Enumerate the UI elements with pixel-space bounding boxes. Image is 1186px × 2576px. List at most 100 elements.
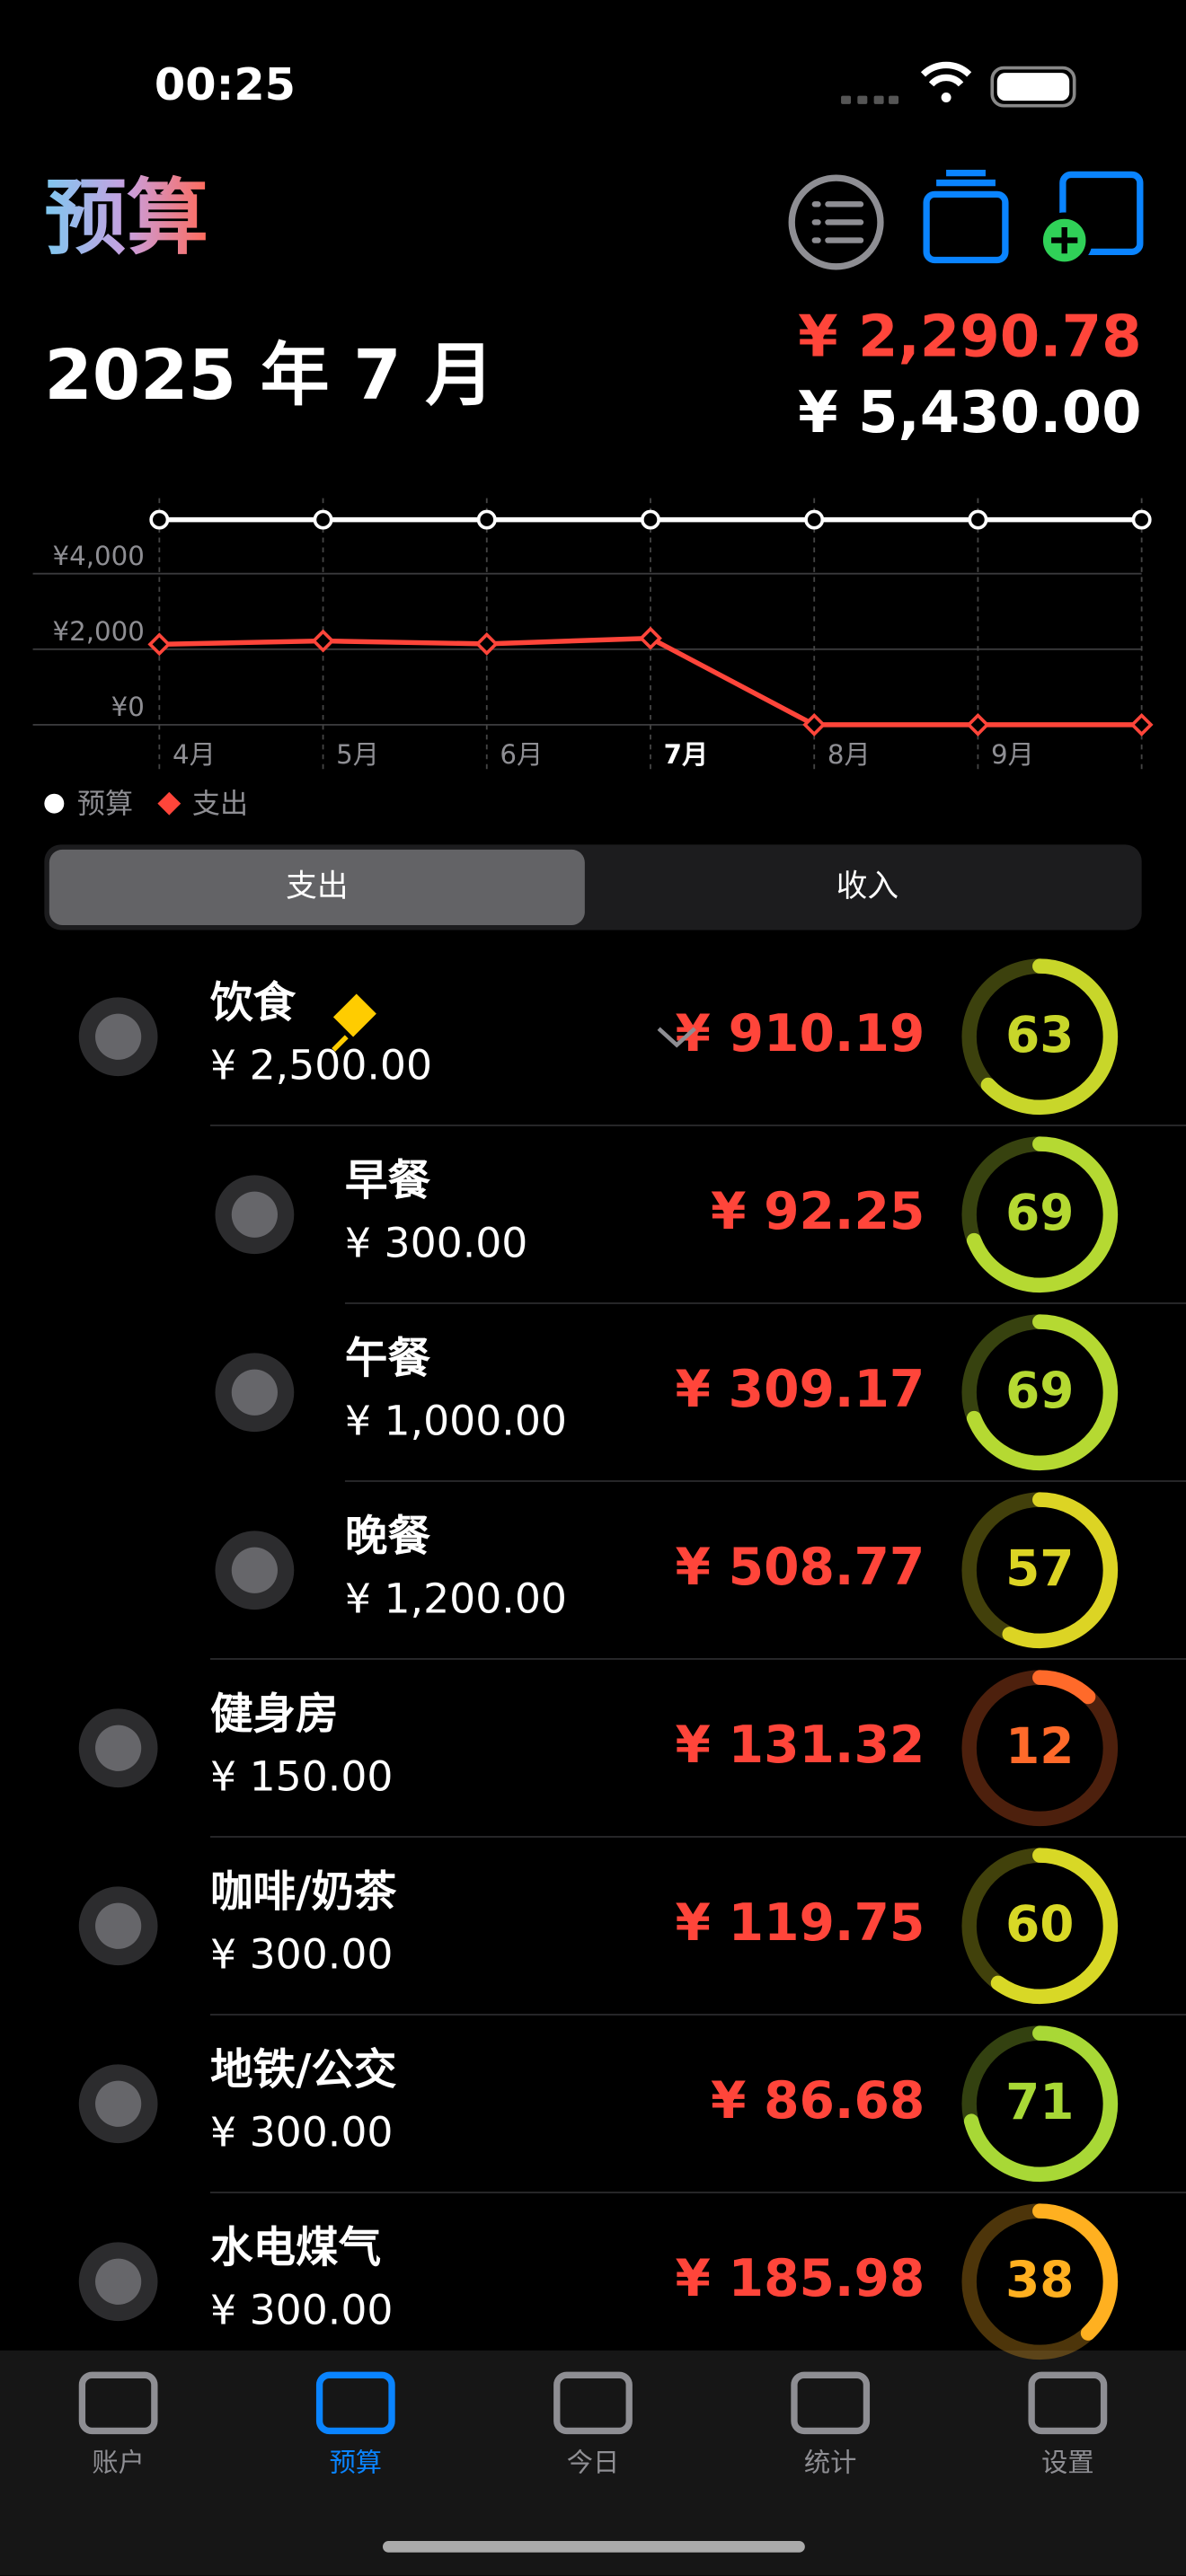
ring-progress: [961, 958, 1119, 1116]
pin-icon: [332, 993, 376, 1052]
month: 2025 年 7 月: [44, 336, 494, 416]
category-budget: ¥ 300.00: [210, 1931, 393, 1979]
tab-icon[interactable]: [315, 2371, 395, 2435]
list-button[interactable]: [788, 174, 884, 270]
point: [149, 509, 170, 530]
category-budget: ¥ 300.00: [345, 1220, 527, 1267]
segment-label[interactable]: 收入: [836, 869, 898, 904]
category-icon: [95, 2080, 142, 2127]
expand-chevron[interactable]: [657, 1027, 696, 1048]
point: [147, 632, 172, 657]
y-tick-label: ¥4,000: [53, 541, 145, 571]
point: [1131, 509, 1152, 530]
signal: [841, 95, 899, 104]
wifi: [941, 93, 951, 102]
legend-label: 预算: [77, 788, 133, 820]
cards-button[interactable]: [923, 169, 1009, 264]
tab-label[interactable]: 今日: [567, 2448, 620, 2478]
category-icon: [95, 1725, 142, 1771]
tab-label[interactable]: 设置: [1041, 2448, 1094, 2478]
tab-bar: [0, 2350, 1186, 2576]
point: [639, 626, 662, 650]
title: 预算: [44, 170, 208, 266]
category-budget: ¥ 1,200.00: [345, 1575, 567, 1623]
category-spent: ¥ 131.32: [676, 1716, 925, 1775]
battery: [996, 73, 1070, 101]
y-tick-label: ¥2,000: [53, 616, 145, 647]
category-name: 午餐: [345, 1335, 431, 1384]
ring-progress: [961, 1670, 1119, 1827]
ring-label: 71: [1005, 2073, 1074, 2130]
battery: [990, 66, 1076, 108]
tab-icon[interactable]: [553, 2371, 633, 2435]
x-tick-label: 6月: [500, 739, 543, 770]
point: [802, 712, 827, 737]
category-spent: ¥ 185.98: [676, 2249, 925, 2308]
tab-icon[interactable]: [791, 2371, 871, 2435]
category-name: 健身房: [210, 1690, 339, 1740]
point: [966, 712, 990, 737]
x-tick-label: 8月: [828, 739, 871, 770]
category-name: 水电煤气: [210, 2224, 381, 2273]
category-spent: ¥ 86.68: [711, 2071, 925, 2130]
category-budget: ¥ 300.00: [210, 2109, 393, 2157]
category-spent: ¥ 508.77: [676, 1538, 925, 1597]
legend-label: 支出: [192, 788, 248, 820]
category-budget: ¥ 1,000.00: [345, 1398, 567, 1445]
ring-label: 69: [1005, 1362, 1074, 1419]
ring-label: 38: [1005, 2251, 1074, 2308]
category-icon: [231, 1547, 278, 1593]
tab-icon[interactable]: [78, 2371, 158, 2435]
tab-icon[interactable]: [1028, 2371, 1108, 2435]
total-spent: ¥ 2,290.78: [798, 304, 1141, 371]
add-icon: [1051, 226, 1078, 254]
status-time: 00:25: [155, 58, 296, 110]
point: [476, 509, 497, 530]
category-spent: ¥ 910.19: [676, 1004, 925, 1063]
ring-label: 12: [1005, 1717, 1074, 1775]
y-tick-label: ¥0: [111, 692, 145, 722]
x-tick-label: 4月: [173, 739, 216, 770]
category-name: 早餐: [345, 1157, 431, 1206]
ring-label: 57: [1005, 1539, 1074, 1597]
tab-label[interactable]: 统计: [804, 2448, 857, 2478]
category-spent: ¥ 119.75: [676, 1893, 925, 1953]
home-indicator: [382, 2540, 805, 2553]
ring-progress: [961, 2025, 1119, 2183]
ring-progress: [961, 1136, 1119, 1293]
category-name: 晚餐: [345, 1513, 431, 1562]
segment-selected[interactable]: [49, 849, 585, 925]
ring-progress: [961, 1314, 1119, 1471]
category-icon: [231, 1191, 278, 1238]
point: [474, 631, 499, 656]
wifi: [920, 61, 972, 87]
legend-marker: [157, 791, 181, 816]
point: [641, 509, 660, 530]
total-budget: ¥ 5,430.00: [798, 380, 1141, 446]
ring-label: 60: [1005, 1895, 1074, 1953]
category-spent: ¥ 92.25: [711, 1182, 925, 1241]
x-tick-label: 9月: [991, 739, 1034, 770]
category-icon: [231, 1369, 278, 1416]
point: [311, 629, 335, 653]
ring-progress: [961, 1492, 1119, 1649]
ring-progress: [961, 2203, 1119, 2360]
category-budget: ¥ 300.00: [210, 2287, 393, 2334]
category-budget: ¥ 150.00: [210, 1753, 393, 1801]
category-name: 咖啡/奶茶: [210, 1868, 397, 1918]
point: [968, 509, 988, 530]
tab-label[interactable]: 预算: [330, 2448, 383, 2478]
category-name: 地铁/公交: [210, 2046, 397, 2095]
category-icon: [95, 1013, 142, 1060]
category-budget: ¥ 2,500.00: [210, 1042, 432, 1090]
segment-label[interactable]: 支出: [286, 869, 348, 904]
category-spent: ¥ 309.17: [676, 1360, 925, 1419]
category-icon: [95, 1902, 142, 1949]
tab-label[interactable]: 账户: [92, 2448, 145, 2478]
ring-progress: [961, 1848, 1119, 2005]
x-tick-label: 5月: [336, 739, 379, 770]
point: [313, 509, 333, 530]
legend-marker: [44, 793, 65, 814]
